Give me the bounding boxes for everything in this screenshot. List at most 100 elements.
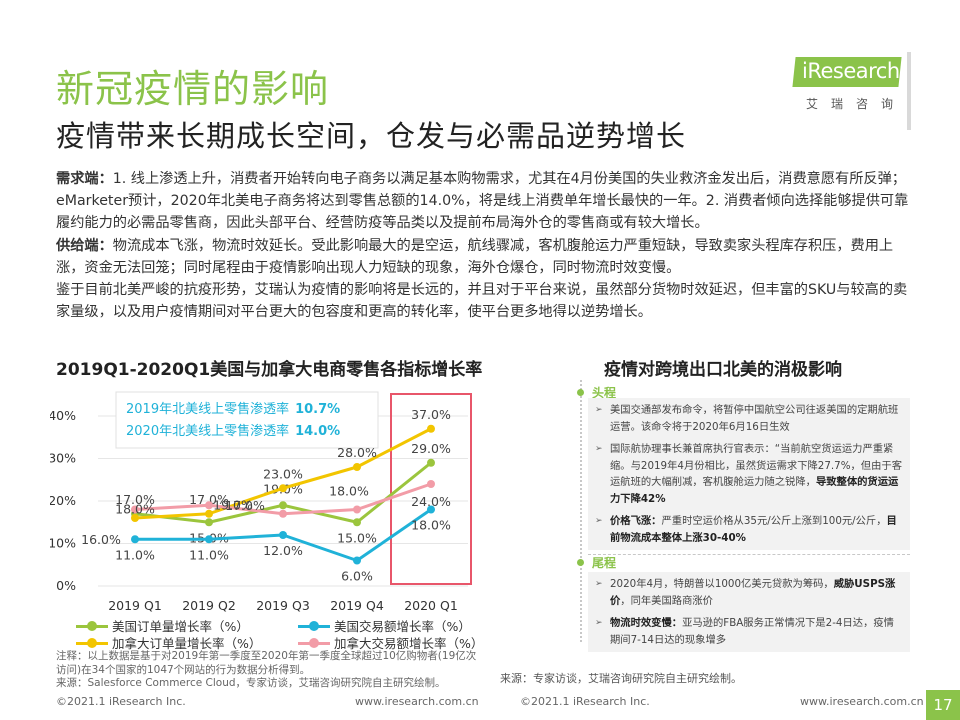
data-point <box>353 505 361 514</box>
panel-item-bold: 目前物流成本整体上涨30-40% <box>610 515 897 544</box>
data-label: 6.0% <box>341 569 373 584</box>
chart-notes: 注释：以上数据是基于对2019年第一季度至2020年第一季度全球超过10亿购物者… <box>56 650 486 691</box>
panel-item-text: 美国交通部发布命令，将暂停中国航空公司往返美国的定期航班运营。该命令将于2020… <box>610 404 899 433</box>
x-tick-label: 2019 Q3 <box>256 598 310 613</box>
data-point <box>205 509 213 518</box>
y-tick-label: 10% <box>50 536 76 551</box>
x-tick-label: 2019 Q4 <box>330 598 384 613</box>
footer-url-left[interactable]: www.iresearch.com.cn <box>355 695 479 708</box>
data-point <box>279 531 287 539</box>
iresearch-logo: iResearch 艾瑞咨询 <box>780 52 920 116</box>
panel-item-text: ，同年美国路商涨价 <box>620 594 713 607</box>
page-number: 17 <box>926 690 960 720</box>
panel-divider <box>588 554 910 555</box>
annotation-value: 14.0% <box>295 424 340 439</box>
legend-item: 加拿大交易额增长率（%） <box>298 633 483 652</box>
body-text: 需求端：1. 线上渗透上升，消费者开始转向电子商务以满足基本购物需求，尤其在4月… <box>56 168 912 323</box>
y-tick-label: 30% <box>50 451 76 466</box>
annotation-box <box>115 391 379 449</box>
data-label: 29.0% <box>411 441 451 456</box>
data-point <box>427 458 435 467</box>
panel-box-first-mile: 美国交通部发布命令，将暂停中国航空公司往返美国的定期航班运营。该命令将于2020… <box>588 398 910 550</box>
chart-note: 注释：以上数据是基于对2019年第一季度至2020年第一季度全球超过10亿购物者… <box>56 650 477 676</box>
data-label: 37.0% <box>411 407 451 422</box>
data-label: 18.0% <box>411 518 451 533</box>
panel-item: 物流时效变慢：亚马逊的FBA服务正常情况下是2-4日达，疫情期间7-14日达的现… <box>588 615 910 648</box>
panel-title: 疫情对跨境出口北美的消极影响 <box>604 360 842 380</box>
data-point <box>205 518 213 527</box>
panel-source: 来源：专家访谈，艾瑞咨询研究院自主研究绘制。 <box>500 672 742 685</box>
panel-item: 2020年4月，特朗普以1000亿美元贷款为筹码，威胁USPS涨价，同年美国路商… <box>588 576 910 609</box>
legend-label: 美国交易额增长率（%） <box>334 619 471 634</box>
data-point <box>427 480 435 488</box>
x-tick-label: 2020 Q1 <box>404 598 458 613</box>
data-label: 17.0% <box>189 492 229 507</box>
data-label: 24.0% <box>411 494 451 509</box>
logo-chinese-text: 艾瑞咨询 <box>806 97 907 111</box>
footer-copyright-right: ©2021.1 iResearch Inc. <box>520 695 650 708</box>
panel-item: 价格飞涨：严重时空运价格从35元/公斤上涨到100元/公斤，目前物流成本整体上涨… <box>588 513 910 546</box>
demand-text: 1. 线上渗透上升，消费者开始转向电子商务以满足基本购物需求，尤其在4月份美国的… <box>56 171 909 232</box>
y-tick-label: 40% <box>50 408 76 423</box>
data-point <box>131 514 139 522</box>
footer-url-right[interactable]: www.iresearch.com.cn <box>800 695 924 708</box>
bullet-dot-icon <box>577 559 584 566</box>
demand-label: 需求端： <box>56 171 113 187</box>
legend-swatch <box>298 620 330 632</box>
legend-item: 美国交易额增长率（%） <box>298 616 471 635</box>
y-tick-label: 20% <box>50 493 76 508</box>
data-point <box>353 463 361 471</box>
legend-label: 加拿大交易额增长率（%） <box>334 636 484 651</box>
page-title: 新冠疫情的影响 <box>56 67 330 111</box>
data-label: 23.0% <box>263 466 303 481</box>
supply-label: 供给端： <box>56 237 113 254</box>
annotation-value: 10.7% <box>295 402 340 417</box>
data-point <box>279 509 287 518</box>
panel-item-text: 2020年4月，特朗普以1000亿美元贷款为筹码， <box>610 578 834 590</box>
x-tick-label: 2019 Q2 <box>182 598 236 613</box>
data-point <box>279 501 287 510</box>
footer-copyright-left: ©2021.1 iResearch Inc. <box>56 695 186 708</box>
panel-item-text: 国际航协理事长兼首席执行官表示：“当前航空货运运力严重紧缩。与2019年4月份相… <box>610 443 902 488</box>
legend-swatch <box>76 620 108 632</box>
page-subtitle: 疫情带来长期成长空间，仓发与必需品逆势增长 <box>56 119 687 153</box>
growth-line-chart: 0% 10% 20% 30% 40% 2019 Q1 2019 Q2 2019 Q3 2019 … <box>50 391 472 613</box>
panel-item-text: 严重时空运价格从35元/公斤上涨到100元/公斤， <box>661 515 887 527</box>
supply-paragraph: 供给端：物流成本飞涨，物流时效延长。受此影响最大的是空运，航线骤减，客机腹舱运力… <box>56 235 912 279</box>
chart-title: 2019Q1-2020Q1美国与加拿大电商零售各指标增长率 <box>56 360 483 380</box>
data-label: 28.0% <box>337 445 377 460</box>
legend-swatch <box>298 637 330 649</box>
legend-label: 加拿大订单量增长率（%） <box>112 636 262 651</box>
data-point <box>205 535 213 544</box>
data-label: 11.0% <box>189 547 229 562</box>
panel-head-first-mile: 头程 <box>577 384 616 401</box>
panel-head-label: 尾程 <box>592 556 617 570</box>
y-tick-label: 0% <box>56 578 76 593</box>
legend-item: 美国订单量增长率（%） <box>76 616 249 635</box>
legend-label: 美国订单量增长率（%） <box>112 619 249 634</box>
data-label: 15.0% <box>337 530 377 545</box>
annotation-text: 2019年北美线上零售渗透率 10.7% <box>126 401 340 417</box>
conclusion-paragraph: 鉴于目前北美严峻的抗疫形势，艾瑞认为疫情的影响将是长远的，并且对于平台来说，虽然… <box>56 282 908 321</box>
data-point <box>279 484 287 493</box>
data-point <box>205 501 213 510</box>
impact-panel: 头程 美国交通部发布命令，将暂停中国航空公司往返美国的定期航班运营。该命令将于2… <box>577 380 910 652</box>
data-label: 12.0% <box>263 543 303 558</box>
panel-item: 美国交通部发布命令，将暂停中国航空公司往返美国的定期航班运营。该命令将于2020… <box>588 402 910 435</box>
bullet-dot-icon <box>577 389 584 396</box>
data-point <box>131 535 139 544</box>
panel-box-last-mile: 2020年4月，特朗普以1000亿美元贷款为筹码，威胁USPS涨价，同年美国路商… <box>588 572 910 652</box>
annotation-text: 2020年北美线上零售渗透率 14.0% <box>126 423 340 439</box>
legend-item: 加拿大订单量增长率（%） <box>76 633 261 652</box>
data-label: 17.0% <box>115 492 155 507</box>
data-label: 19.0% <box>213 497 253 512</box>
data-label: 16.0% <box>81 532 121 547</box>
logo-text: iResearch <box>802 59 900 83</box>
panel-item-bold: 威胁USPS涨价 <box>610 578 896 607</box>
data-label: 18.0% <box>329 484 369 499</box>
data-point <box>353 556 361 565</box>
data-point <box>427 424 435 433</box>
data-label: 18.0% <box>115 502 155 517</box>
data-point <box>427 505 435 514</box>
chart-source: 来源：Salesforce Commerce Cloud，专家访谈，艾瑞咨询研究… <box>56 677 446 689</box>
